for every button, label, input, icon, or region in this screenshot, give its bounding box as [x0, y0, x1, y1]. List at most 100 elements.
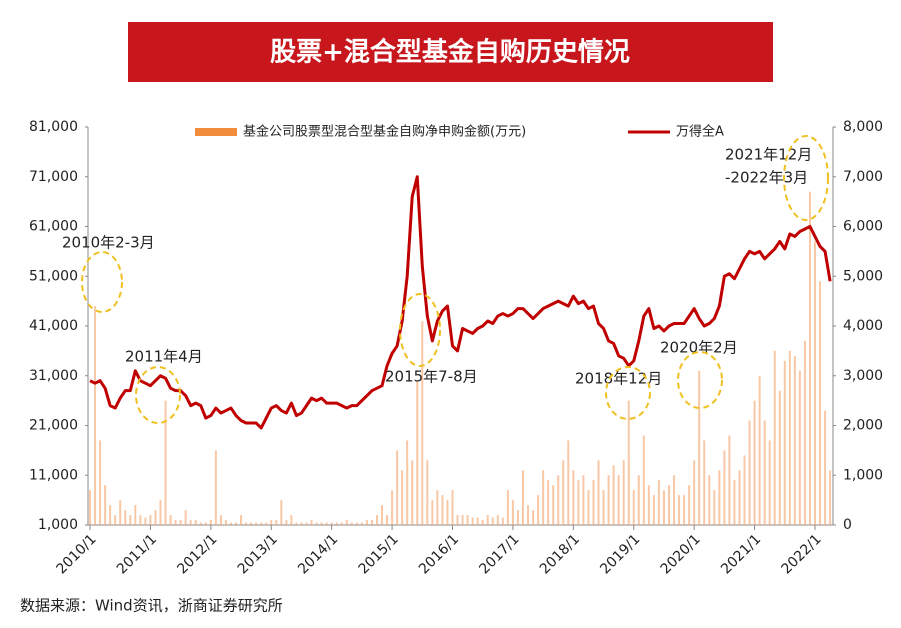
chart-title: 股票+混合型基金自购历史情况 — [270, 37, 630, 68]
bar — [481, 520, 484, 525]
bar — [99, 440, 102, 525]
bar — [678, 495, 681, 525]
bar — [391, 490, 394, 525]
bar — [456, 515, 459, 525]
bar — [476, 517, 479, 525]
bar — [305, 522, 308, 525]
x-tick-label: 2010/1 — [54, 531, 100, 577]
bar — [350, 522, 353, 525]
bar — [365, 520, 368, 525]
y2-tick-label: 6,000 — [843, 219, 883, 235]
bar — [622, 460, 625, 525]
bar — [713, 490, 716, 525]
x-tick-label: 2015/1 — [356, 531, 402, 577]
bar — [104, 485, 107, 525]
bar — [627, 400, 630, 525]
bar — [396, 450, 399, 525]
bar — [547, 480, 550, 525]
bar — [235, 522, 238, 525]
bar — [159, 500, 162, 525]
bar — [667, 485, 670, 525]
bar — [592, 480, 595, 525]
bar — [315, 522, 318, 525]
bar — [542, 470, 545, 525]
bar — [491, 517, 494, 525]
bar — [154, 510, 157, 525]
x-tick-label: 2013/1 — [235, 531, 281, 577]
bar — [310, 520, 313, 525]
bar — [229, 522, 232, 525]
bar — [144, 517, 147, 525]
bar — [562, 460, 565, 525]
bar — [129, 515, 132, 525]
bar — [763, 420, 766, 525]
bar — [673, 475, 676, 525]
legend-swatch — [195, 128, 237, 136]
bar — [688, 485, 691, 525]
x-tick-label: 2020/1 — [658, 531, 704, 577]
annotation: 2015年7-8月 — [385, 368, 478, 386]
bar — [285, 520, 288, 525]
x-tick-label: 2017/1 — [476, 531, 522, 577]
y-tick-label: 51,000 — [29, 268, 78, 284]
bar — [109, 505, 112, 525]
y-tick-label: 41,000 — [29, 318, 78, 334]
bar — [89, 490, 91, 525]
bar — [375, 515, 378, 525]
bar — [139, 515, 142, 525]
y2-tick-label: 5,000 — [843, 268, 883, 284]
bar — [637, 475, 640, 525]
line — [89, 175, 832, 430]
y-tick-label: 71,000 — [29, 169, 78, 185]
x-tick-label: 2022/1 — [779, 531, 825, 577]
bar — [733, 480, 736, 525]
source: 数据来源：Wind资讯，浙商证券研究所 — [20, 597, 283, 615]
x-tick-label: 2014/1 — [295, 531, 341, 577]
bar — [255, 522, 258, 525]
bar — [572, 470, 575, 525]
y2-tick-label: 1,000 — [843, 467, 883, 483]
bar — [240, 515, 243, 525]
legend-label: 万得全A — [676, 124, 724, 140]
bar — [788, 350, 791, 525]
bar — [537, 495, 540, 525]
bar — [325, 522, 328, 525]
bar — [798, 370, 801, 525]
bar — [778, 390, 781, 525]
bar — [698, 370, 701, 525]
annotation: 2020年2月 — [660, 339, 738, 357]
bar — [612, 465, 615, 525]
bar — [446, 500, 449, 525]
bar — [179, 520, 182, 525]
highlight-ellipse — [399, 293, 441, 367]
bar — [819, 281, 822, 525]
x-tick-label: 2018/1 — [537, 531, 583, 577]
bar — [506, 490, 509, 525]
bar — [521, 470, 524, 525]
annotation: 2021年12月 — [725, 146, 812, 164]
bar — [340, 522, 343, 525]
bar — [743, 455, 746, 525]
bar — [335, 522, 338, 525]
bar — [406, 440, 409, 525]
bar — [345, 520, 348, 525]
y2-tick-label: 4,000 — [843, 318, 883, 334]
bar — [214, 450, 217, 525]
x-tick-label: 2021/1 — [718, 531, 764, 577]
y2-tick-label: 7,000 — [843, 169, 883, 185]
legend-label: 基金公司股票型混合型基金自购净申购金额(万元) — [243, 124, 526, 140]
bar — [516, 510, 519, 525]
bar — [708, 475, 711, 525]
bar — [441, 495, 444, 525]
bar — [204, 522, 207, 525]
bar — [602, 490, 605, 525]
bar — [300, 522, 303, 525]
bar — [466, 515, 469, 525]
y-tick-label: 31,000 — [29, 368, 78, 384]
bar — [793, 355, 796, 525]
bar — [587, 490, 590, 525]
bar — [169, 515, 172, 525]
bar — [693, 460, 696, 525]
bar — [461, 515, 464, 525]
bar — [607, 475, 610, 525]
